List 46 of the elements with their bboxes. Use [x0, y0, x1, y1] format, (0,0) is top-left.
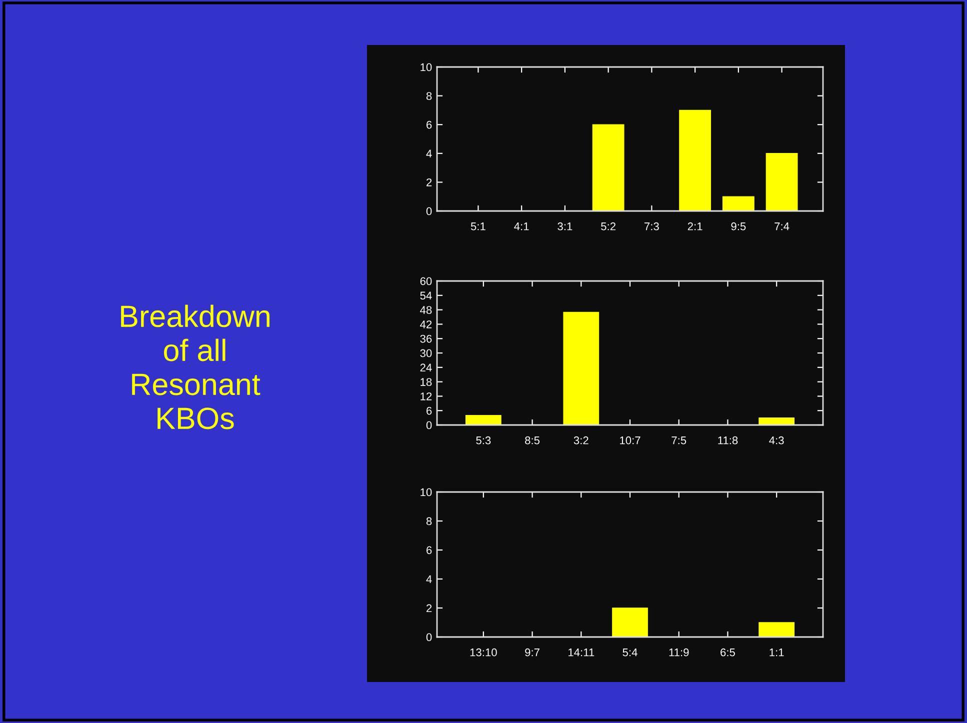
text: Breakdown of all Resonant KBOs — [121, 304, 270, 430]
y-tick-label: 2 — [426, 604, 432, 612]
x-tick-label: 14:11 — [568, 648, 594, 656]
x-tick-label: 6:5 — [720, 648, 735, 656]
x-tick-label: 2:1 — [688, 222, 702, 230]
y-tick-label: 24 — [420, 364, 432, 372]
y-tick-label: 0 — [426, 633, 432, 642]
x-tick-label: 11:9 — [669, 648, 689, 656]
y-tick-label: 6 — [426, 120, 432, 129]
x-tick-label: 8:5 — [525, 436, 540, 444]
y-tick-label: 0 — [426, 207, 432, 216]
x-tick-label: 5:4 — [622, 648, 638, 656]
y-tick-label: 4 — [426, 575, 432, 584]
y-tick-label: 54 — [420, 292, 432, 300]
x-tick-label: 7:3 — [644, 222, 659, 230]
x-tick-label: 7:5 — [672, 436, 686, 444]
x-tick-label: 3:2 — [574, 436, 588, 444]
y-tick-label: 2 — [426, 178, 432, 186]
y-tick-label: 42 — [420, 320, 432, 328]
x-tick-label: 1:1 — [770, 648, 784, 656]
x-tick-label: 5:1 — [470, 222, 486, 230]
x-tick-label: 4:3 — [769, 436, 784, 444]
x-tick-label: 3:1 — [558, 222, 572, 230]
y-tick-label: 4 — [426, 150, 432, 158]
y-tick-label: 48 — [420, 306, 432, 314]
y-tick-label: 36 — [420, 334, 432, 343]
y-tick-label: 10 — [420, 63, 432, 72]
x-tick-label: 13:10 — [470, 648, 497, 656]
y-tick-label: 6 — [426, 546, 432, 554]
y-tick-label: 10 — [420, 488, 432, 496]
x-tick-label: 4:1 — [514, 222, 529, 230]
x-tick-label: 9:7 — [525, 648, 540, 656]
y-tick-label: 30 — [420, 349, 432, 358]
y-tick-label: 8 — [426, 92, 432, 100]
x-tick-label: 9:5 — [731, 222, 746, 230]
x-tick-label: 10:7 — [620, 436, 640, 444]
x-tick-label: 5:3 — [476, 436, 491, 444]
y-tick-label: 18 — [420, 378, 432, 386]
x-tick-label: 11:8 — [718, 436, 738, 444]
x-tick-label: 5:2 — [601, 222, 616, 230]
y-tick-label: 12 — [420, 392, 432, 400]
y-tick-label: 8 — [426, 517, 432, 526]
y-tick-label: 60 — [420, 277, 432, 286]
y-tick-label: 6 — [426, 406, 432, 415]
y-tick-label: 0 — [426, 421, 432, 430]
x-tick-label: 7:4 — [774, 222, 790, 230]
